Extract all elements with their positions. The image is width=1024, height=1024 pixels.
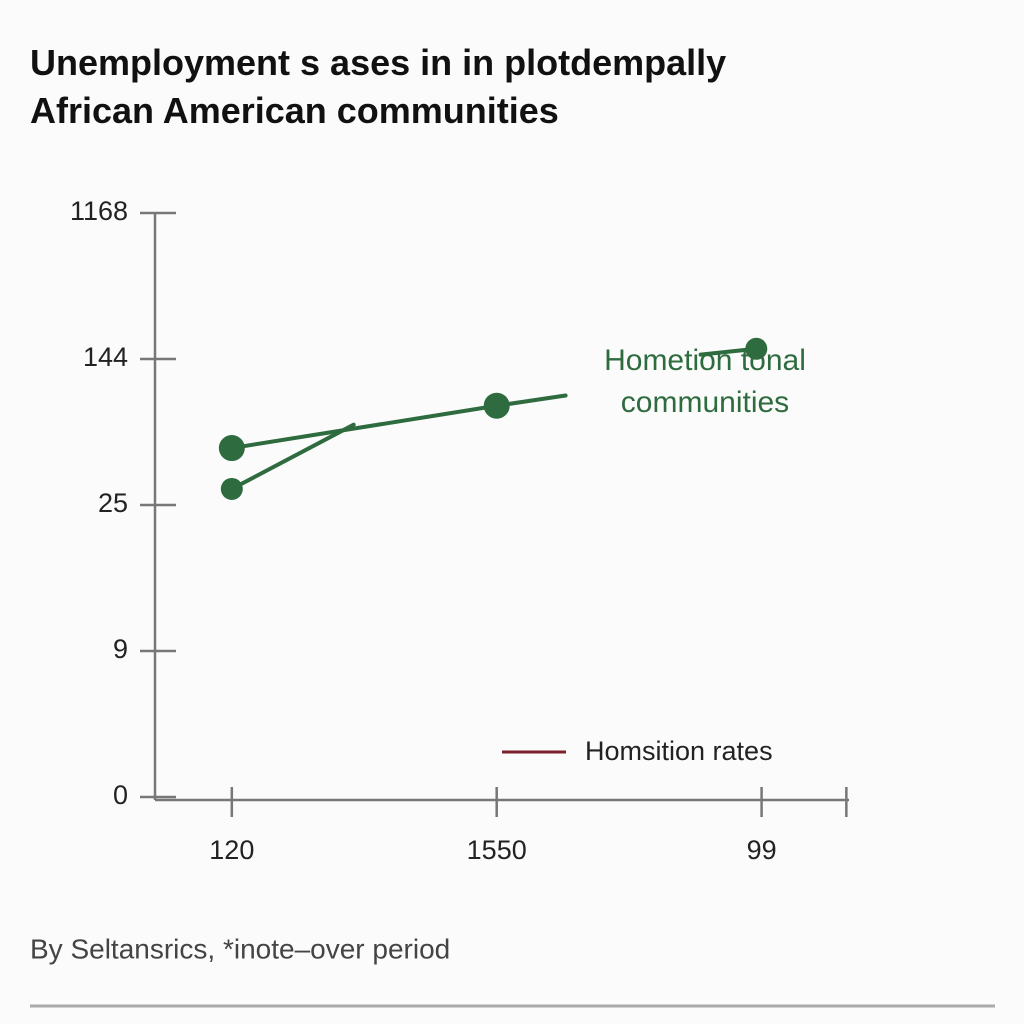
y-tick-label: 144	[83, 342, 128, 372]
legend-label: Homsition rates	[585, 736, 773, 766]
line	[229, 393, 568, 451]
y-tick-label: 9	[113, 634, 128, 664]
x-tick-label: 120	[209, 835, 254, 865]
point	[483, 392, 510, 419]
y-tick-label: 0	[113, 780, 128, 810]
x-tick-label: 99	[747, 835, 777, 865]
chart-title: Unemployment s ases in in plotdempally	[30, 42, 726, 83]
point	[745, 337, 768, 360]
series-label: Hometion tonal communities	[604, 344, 806, 419]
y-tick-label: 25	[98, 488, 128, 518]
point	[220, 477, 243, 500]
point	[218, 435, 245, 462]
chart-title: African American communities	[30, 90, 559, 131]
footnote: By Seltansrics, *inote–over period	[30, 933, 450, 964]
y-tick-label: 1168	[70, 196, 128, 226]
x-tick-label: 1550	[467, 835, 527, 865]
